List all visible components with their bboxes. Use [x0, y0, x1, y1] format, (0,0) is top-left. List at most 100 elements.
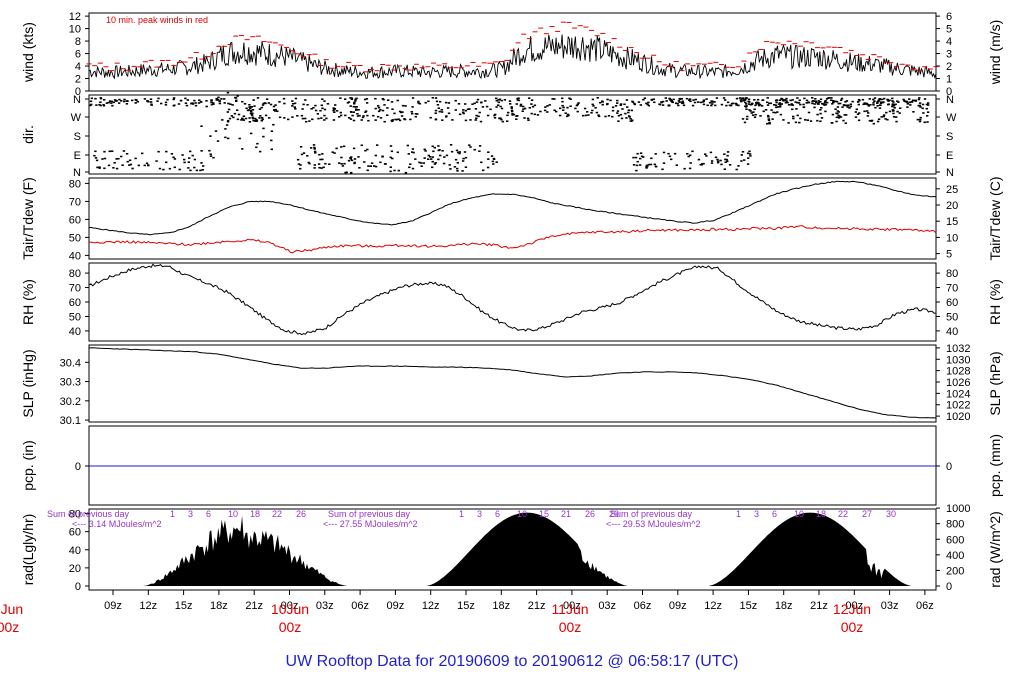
direction-dot — [227, 102, 230, 105]
direction-dot — [456, 162, 459, 164]
direction-dot — [185, 104, 189, 107]
panel-frame-temp — [88, 177, 937, 260]
direction-dot — [125, 100, 129, 102]
direction-dot — [704, 153, 707, 155]
direction-dot — [471, 103, 474, 105]
solar-day-label: 1 — [459, 509, 464, 519]
direction-dot — [782, 100, 785, 102]
direction-dot — [819, 98, 823, 101]
direction-dot — [905, 100, 908, 103]
direction-dot — [814, 98, 817, 100]
direction-dot — [114, 100, 118, 102]
direction-dot — [584, 114, 588, 117]
direction-dot — [210, 99, 213, 101]
direction-dot — [726, 160, 729, 163]
direction-dot — [363, 161, 366, 163]
direction-dot — [499, 105, 502, 108]
direction-dot — [567, 114, 570, 117]
direction-dot — [495, 106, 498, 108]
direction-dot — [851, 100, 854, 103]
direction-dot — [493, 114, 496, 117]
direction-dot — [773, 104, 776, 106]
direction-dot — [361, 116, 365, 119]
direction-dot — [419, 162, 423, 164]
direction-dot — [358, 167, 361, 169]
direction-dot — [776, 106, 780, 108]
direction-dot — [379, 117, 383, 119]
direction-dot — [713, 101, 716, 103]
direction-dot — [417, 102, 420, 104]
direction-dot — [372, 114, 375, 117]
direction-dot — [781, 99, 785, 101]
solar-sum-label: Sum of previous day — [610, 509, 693, 519]
direction-dot — [667, 152, 670, 155]
ytick-label-dir: N — [73, 94, 81, 106]
direction-dot — [379, 161, 382, 164]
direction-dot — [835, 120, 838, 123]
direction-dot — [272, 105, 276, 108]
ytick-label-temp: 60 — [69, 214, 81, 226]
direction-dot — [893, 107, 896, 109]
direction-dot — [429, 116, 432, 119]
radiation-day-3 — [708, 512, 912, 586]
direction-dot — [236, 118, 240, 121]
direction-dot — [374, 97, 377, 100]
direction-dot — [123, 100, 126, 103]
date-label: 11Jun — [551, 601, 588, 617]
direction-dot — [760, 105, 764, 107]
direction-dot — [430, 158, 433, 160]
direction-dot — [908, 98, 911, 100]
direction-dot — [725, 104, 728, 107]
ytick-label-wind: 4 — [75, 61, 81, 73]
direction-dot — [866, 115, 870, 117]
direction-dot — [431, 97, 434, 99]
direction-dot — [437, 107, 440, 109]
direction-dot — [184, 97, 187, 100]
direction-dot — [244, 117, 248, 120]
direction-dot — [750, 103, 754, 106]
direction-dot — [210, 103, 214, 106]
direction-dot — [466, 108, 470, 110]
direction-dot — [830, 122, 833, 124]
direction-dot — [909, 104, 912, 106]
direction-dot — [458, 113, 462, 116]
direction-dot — [307, 161, 310, 164]
ytick-label-slp: 30.1 — [60, 415, 81, 427]
direction-dot — [436, 104, 440, 106]
direction-dot — [383, 120, 386, 123]
direction-dot — [321, 107, 324, 110]
direction-dot — [662, 162, 666, 164]
direction-dot — [252, 99, 255, 101]
direction-dot — [705, 98, 708, 100]
solar-day-label: 3 — [477, 509, 482, 519]
direction-dot — [457, 103, 461, 105]
direction-dot — [824, 100, 827, 102]
direction-dot — [343, 162, 346, 165]
direction-dot — [478, 150, 481, 152]
direction-dot — [172, 97, 176, 99]
direction-dot — [374, 107, 377, 110]
direction-dot — [478, 111, 481, 114]
direction-dot — [386, 114, 389, 116]
direction-dot — [340, 146, 343, 148]
direction-dot — [723, 153, 726, 155]
ytick-right-label-wind: 0 — [946, 86, 952, 98]
direction-dot — [424, 101, 427, 104]
ytick-right-label-pcp: 0 — [946, 461, 952, 473]
direction-dot — [780, 103, 783, 105]
direction-dot — [802, 106, 806, 108]
direction-dot — [862, 103, 865, 106]
direction-dot — [555, 110, 558, 113]
direction-dot — [287, 118, 290, 121]
direction-dot — [872, 104, 875, 106]
direction-dot — [511, 113, 514, 115]
solar-day-label: 18 — [816, 509, 826, 519]
direction-dot — [844, 122, 847, 124]
direction-dot — [170, 153, 174, 155]
direction-dot — [400, 115, 404, 117]
direction-dot — [821, 102, 824, 105]
direction-dot — [836, 110, 839, 112]
direction-dot — [115, 158, 118, 160]
direction-dot — [738, 97, 742, 99]
direction-dot — [297, 163, 301, 165]
